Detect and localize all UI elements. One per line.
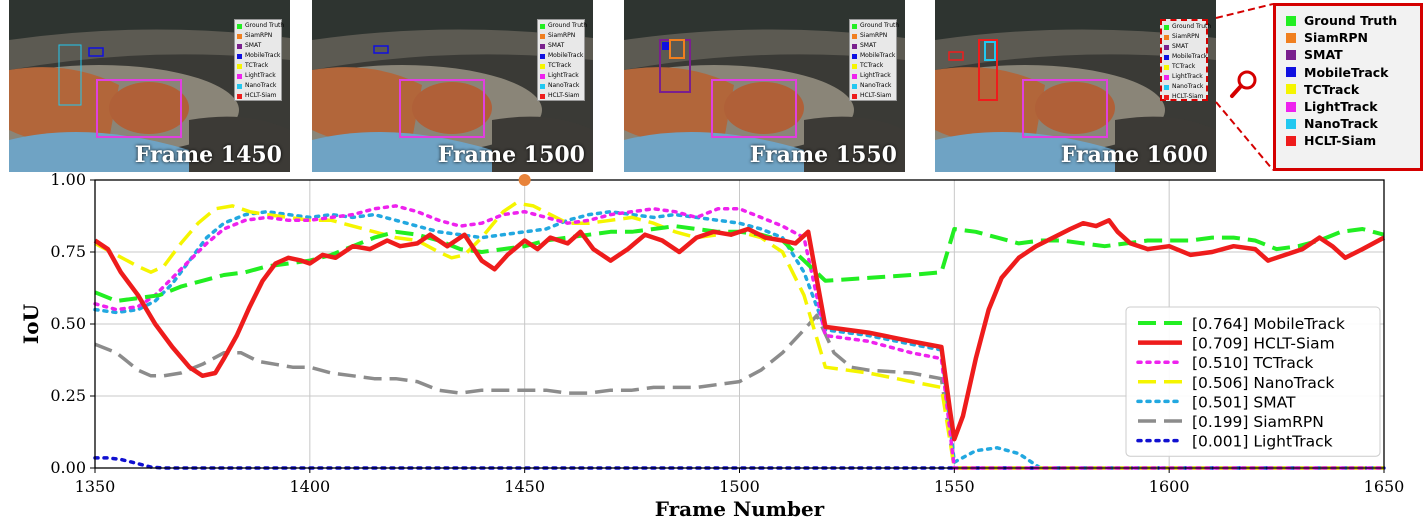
zoom-legend-item: HCLT-Siam (1286, 132, 1420, 149)
frame-thumbnail-1600: Ground Truth SiamRPN SMAT MobileTrack TC… (935, 0, 1216, 172)
series-line (94, 201, 1384, 470)
y-tick-label: 0.50 (50, 314, 86, 333)
series-line (93, 204, 1386, 470)
y-tick-label: 0.75 (50, 242, 86, 261)
current-frame-marker (518, 174, 531, 186)
frame-thumbnail-1500: Ground Truth SiamRPN SMAT MobileTrack TC… (312, 0, 593, 172)
series-line (93, 209, 1386, 470)
legend-label: [0.510] TCTrack (1192, 354, 1313, 372)
aerial-scene-image (935, 0, 1216, 172)
y-axis-label: IoU (19, 304, 43, 344)
zoom-legend-item: TCTrack (1286, 81, 1420, 98)
axis-ticks: 1350 1400 1450 1500 1550 1600 1650 0.00 0.25 0.50… (50, 170, 1404, 496)
mini-legend: Ground Truth SiamRPN SMAT MobileTrack TC… (849, 19, 899, 101)
zoom-legend-item: LightTrack (1286, 98, 1420, 115)
zoom-legend-item: SiamRPN (1286, 29, 1420, 46)
legend-label: [0.709] HCLT-Siam (1192, 335, 1335, 353)
x-tick-label: 1600 (1149, 477, 1190, 496)
frame-label: Frame 1500 (437, 142, 585, 168)
mini-legend: Ground Truth SiamRPN SMAT MobileTrack TC… (537, 19, 587, 101)
y-tick-label: 1.00 (50, 170, 86, 189)
y-tick-label: 0.00 (50, 458, 86, 477)
y-tick-label: 0.25 (50, 386, 86, 405)
legend-box (1125, 306, 1381, 457)
iou-line-chart: 1350 1400 1450 1500 1550 1600 1650 0.00 0.25 0.50… (19, 170, 1404, 521)
legend-label: [0.764] MobileTrack (1192, 315, 1345, 333)
x-tick-label: 1350 (75, 477, 116, 496)
frame-label: Frame 1550 (749, 142, 897, 168)
series-group (93, 201, 1386, 470)
x-tick-label: 1400 (289, 477, 330, 496)
mini-legend: Ground Truth SiamRPN SMAT MobileTrack TC… (1160, 19, 1211, 101)
x-tick-label: 1450 (504, 477, 545, 496)
zoom-legend-item: MobileTrack (1286, 64, 1420, 81)
series-line (93, 456, 1386, 470)
legend-label: [0.001] LightTrack (1192, 433, 1333, 451)
legend-label: [0.506] NanoTrack (1192, 374, 1334, 392)
aerial-scene-image (624, 0, 905, 172)
zoom-callout (1215, 3, 1274, 171)
frame-label: Frame 1600 (1060, 142, 1208, 168)
x-tick-label: 1650 (1364, 477, 1405, 496)
legend-label: [0.501] SMAT (1192, 393, 1296, 411)
frame-label: Frame 1450 (134, 142, 282, 168)
x-tick-label: 1500 (719, 477, 760, 496)
zoom-legend-item: SMAT (1286, 46, 1420, 63)
x-tick-label: 1550 (934, 477, 975, 496)
mini-legend: Ground Truth SiamRPN SMAT MobileTrack TC… (234, 19, 284, 101)
frame-thumbnail-1550: Ground Truth SiamRPN SMAT MobileTrack TC… (624, 0, 905, 172)
frame-thumbnail-1450: Ground Truth SiamRPN SMAT MobileTrack TC… (9, 0, 290, 172)
series-line (93, 218, 1386, 442)
chart-legend: [0.764] MobileTrack[0.709] HCLT-Siam[0.5… (1125, 306, 1381, 457)
zoom-legend-item: NanoTrack (1286, 115, 1420, 132)
zoom-legend-item: Ground Truth (1286, 12, 1420, 29)
zoom-legend: Ground Truth SiamRPN SMAT MobileTrack TC… (1273, 3, 1423, 171)
legend-label: [0.199] SiamRPN (1192, 413, 1324, 431)
x-axis-label: Frame Number (655, 497, 825, 521)
magnifier-icon (1230, 70, 1257, 98)
